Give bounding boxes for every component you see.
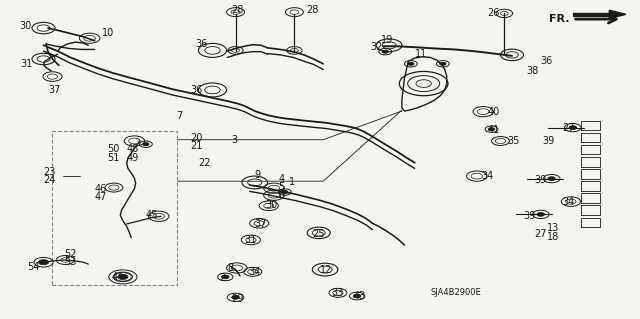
Circle shape — [143, 143, 149, 146]
Text: 34: 34 — [248, 267, 260, 277]
Text: 3: 3 — [232, 135, 238, 145]
Text: 28: 28 — [232, 5, 244, 15]
Text: 4: 4 — [278, 174, 285, 184]
Text: 41: 41 — [488, 125, 500, 135]
Polygon shape — [573, 13, 614, 16]
Text: 23: 23 — [44, 167, 56, 177]
Text: 12: 12 — [320, 264, 332, 275]
Circle shape — [282, 190, 288, 194]
Text: 28: 28 — [306, 5, 318, 15]
Circle shape — [488, 128, 495, 131]
Text: 13: 13 — [547, 223, 559, 233]
Text: 51: 51 — [108, 153, 120, 163]
Text: 37: 37 — [48, 85, 60, 95]
Text: 34: 34 — [481, 171, 493, 181]
Text: 1: 1 — [289, 177, 296, 188]
Circle shape — [382, 50, 388, 53]
Text: 34: 34 — [562, 197, 574, 207]
Text: 10: 10 — [102, 27, 115, 38]
Text: 39: 39 — [524, 211, 536, 221]
Text: 35: 35 — [507, 136, 519, 146]
Text: 39: 39 — [534, 175, 547, 185]
Text: 46: 46 — [95, 184, 107, 194]
Circle shape — [118, 274, 128, 279]
Text: 5: 5 — [278, 182, 285, 192]
Text: 19: 19 — [381, 35, 393, 45]
Text: 53: 53 — [64, 257, 76, 267]
Text: SJA4B2900E: SJA4B2900E — [430, 288, 481, 297]
Text: 36: 36 — [191, 85, 203, 95]
Text: 6: 6 — [278, 189, 285, 200]
Text: 25: 25 — [312, 228, 325, 239]
Text: 29: 29 — [232, 294, 244, 304]
Text: 40: 40 — [488, 107, 500, 117]
Text: 36: 36 — [195, 39, 207, 49]
Text: 38: 38 — [526, 66, 538, 76]
Circle shape — [537, 212, 545, 216]
Circle shape — [221, 275, 229, 279]
Text: 2: 2 — [219, 273, 225, 283]
Text: 32: 32 — [370, 42, 382, 52]
Text: 54: 54 — [27, 262, 39, 272]
Circle shape — [548, 177, 556, 181]
Text: 24: 24 — [44, 175, 56, 185]
Text: 47: 47 — [95, 192, 107, 202]
Text: 26: 26 — [488, 8, 500, 19]
Text: 27: 27 — [534, 229, 547, 240]
Polygon shape — [609, 10, 626, 19]
Text: 11: 11 — [415, 48, 427, 59]
Text: 7: 7 — [176, 111, 182, 122]
Text: 44: 44 — [112, 272, 124, 282]
Text: 18: 18 — [547, 232, 559, 242]
Text: 22: 22 — [198, 158, 211, 168]
Text: 33: 33 — [332, 288, 344, 298]
Text: 49: 49 — [127, 153, 139, 163]
Text: 43: 43 — [353, 291, 365, 301]
Text: 39: 39 — [543, 136, 555, 146]
Circle shape — [353, 294, 361, 298]
Text: 27: 27 — [562, 123, 575, 133]
Text: 21: 21 — [191, 141, 203, 151]
Text: 37: 37 — [255, 219, 267, 229]
Text: 9: 9 — [255, 170, 261, 181]
Text: 36: 36 — [541, 56, 553, 66]
Text: 30: 30 — [19, 21, 31, 31]
Text: 30: 30 — [266, 200, 278, 210]
Text: 50: 50 — [108, 144, 120, 154]
Text: 48: 48 — [127, 144, 139, 154]
Text: 31: 31 — [20, 59, 33, 69]
Text: 52: 52 — [64, 249, 77, 259]
Text: 20: 20 — [191, 133, 203, 143]
Circle shape — [408, 62, 414, 65]
Text: 8: 8 — [227, 263, 234, 273]
Text: FR.: FR. — [549, 13, 570, 24]
Text: 45: 45 — [146, 210, 158, 220]
Text: 31: 31 — [244, 235, 257, 245]
Circle shape — [440, 62, 446, 65]
Circle shape — [569, 126, 577, 130]
Circle shape — [232, 295, 239, 299]
Circle shape — [38, 260, 49, 265]
